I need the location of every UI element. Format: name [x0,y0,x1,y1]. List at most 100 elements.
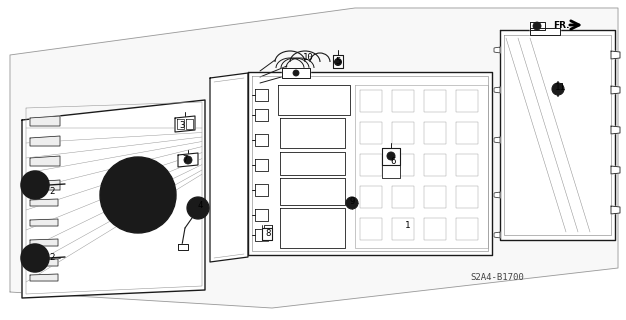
Circle shape [150,206,153,209]
Polygon shape [22,100,205,298]
Polygon shape [392,122,414,144]
Circle shape [26,176,44,194]
Circle shape [108,165,168,225]
Polygon shape [186,119,193,129]
Polygon shape [360,218,382,240]
Circle shape [100,157,176,233]
Polygon shape [210,73,248,262]
Text: 6: 6 [391,157,396,166]
Circle shape [123,206,126,209]
Polygon shape [255,184,268,196]
Polygon shape [252,76,488,251]
Polygon shape [392,218,414,240]
Circle shape [21,244,49,272]
Polygon shape [360,90,382,112]
Polygon shape [175,116,195,132]
Polygon shape [280,152,345,175]
Circle shape [127,179,129,181]
Circle shape [143,178,145,180]
Polygon shape [456,90,478,112]
Text: 2: 2 [49,253,54,262]
Polygon shape [360,186,382,208]
Circle shape [293,70,299,76]
Polygon shape [611,51,620,59]
Polygon shape [30,156,60,166]
Circle shape [192,202,204,214]
Circle shape [31,181,39,189]
Circle shape [184,156,192,164]
Circle shape [552,83,564,95]
Polygon shape [30,239,58,246]
Circle shape [156,190,159,193]
Text: 9: 9 [349,197,355,206]
Polygon shape [611,166,620,174]
Circle shape [533,22,541,30]
Polygon shape [10,8,618,308]
Circle shape [21,171,49,199]
Polygon shape [30,219,58,226]
Polygon shape [177,119,184,129]
Circle shape [31,254,39,262]
Polygon shape [30,199,58,206]
Circle shape [117,194,119,196]
Polygon shape [424,218,446,240]
Polygon shape [392,90,414,112]
Circle shape [147,179,149,181]
Text: 1: 1 [405,220,411,229]
Polygon shape [280,178,345,205]
Polygon shape [530,28,560,35]
Text: 8: 8 [265,228,270,237]
Circle shape [139,211,141,213]
Circle shape [127,209,129,211]
Circle shape [153,204,155,206]
Circle shape [123,181,126,184]
Polygon shape [504,35,611,235]
Polygon shape [382,165,400,178]
Text: 11: 11 [555,84,565,92]
Polygon shape [494,47,500,53]
Polygon shape [255,109,268,121]
Polygon shape [30,136,60,146]
Text: FR.: FR. [553,21,569,30]
Polygon shape [392,154,414,176]
Circle shape [131,210,133,212]
Circle shape [131,178,133,180]
Polygon shape [424,90,446,112]
Polygon shape [255,229,268,241]
Polygon shape [264,225,272,228]
Circle shape [118,201,121,203]
Polygon shape [456,218,478,240]
Polygon shape [178,153,198,167]
Polygon shape [30,180,60,190]
Polygon shape [424,186,446,208]
Circle shape [153,184,155,186]
Circle shape [147,209,149,211]
Circle shape [135,177,137,179]
Polygon shape [494,192,500,198]
Polygon shape [255,159,268,171]
Circle shape [187,197,209,219]
Polygon shape [30,116,60,126]
Polygon shape [494,232,500,238]
Text: 2: 2 [49,188,54,196]
Polygon shape [280,118,345,148]
Circle shape [118,187,121,189]
Circle shape [117,190,120,193]
Polygon shape [456,186,478,208]
Circle shape [143,210,145,212]
Polygon shape [262,228,272,240]
Polygon shape [494,87,500,93]
Polygon shape [456,122,478,144]
Text: 5: 5 [336,58,341,67]
Polygon shape [30,259,58,266]
Text: 4: 4 [197,201,203,210]
Polygon shape [611,206,620,214]
Text: 3: 3 [179,122,185,131]
Polygon shape [333,55,343,68]
Circle shape [334,59,342,66]
Circle shape [117,197,120,200]
Polygon shape [255,209,268,221]
Text: 7: 7 [182,156,188,164]
Polygon shape [255,134,268,146]
Text: 10: 10 [302,53,314,62]
